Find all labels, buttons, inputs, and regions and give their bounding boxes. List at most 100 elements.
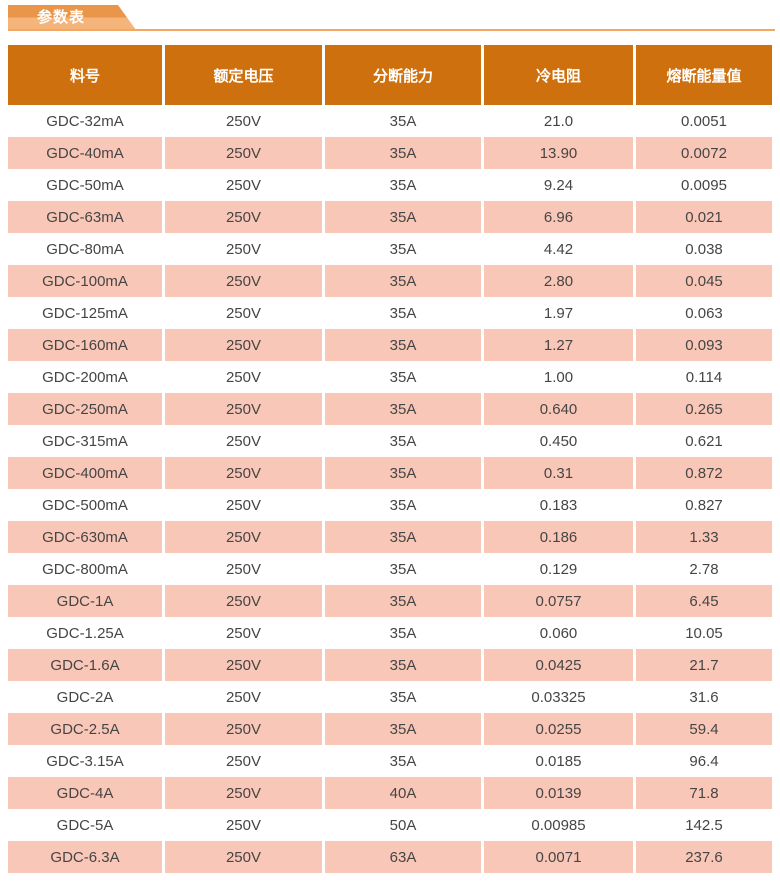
- table-cell: 35A: [325, 489, 481, 521]
- table-cell: 0.640: [484, 393, 633, 425]
- table-row: GDC-50mA 250V 35A 9.24 0.0095: [8, 169, 772, 201]
- table-cell: 0.0051: [636, 105, 772, 137]
- table-cell: 35A: [325, 265, 481, 297]
- table-cell: 0.0185: [484, 745, 633, 777]
- table-cell: GDC-630mA: [8, 521, 162, 553]
- table-row: GDC-630mA 250V 35A 0.186 1.33: [8, 521, 772, 553]
- table-cell: 35A: [325, 393, 481, 425]
- table-cell: GDC-32mA: [8, 105, 162, 137]
- table-cell: GDC-125mA: [8, 297, 162, 329]
- column-header: 冷电阻: [484, 45, 633, 105]
- table-cell: 35A: [325, 105, 481, 137]
- table-cell: GDC-63mA: [8, 201, 162, 233]
- table-cell: 63A: [325, 841, 481, 873]
- table-cell: GDC-1.6A: [8, 649, 162, 681]
- table-cell: 250V: [165, 585, 322, 617]
- table-cell: 250V: [165, 105, 322, 137]
- table-cell: 35A: [325, 649, 481, 681]
- table-cell: 250V: [165, 169, 322, 201]
- table-row: GDC-3.15A 250V 35A 0.0185 96.4: [8, 745, 772, 777]
- table-cell: 35A: [325, 745, 481, 777]
- table-cell: 250V: [165, 777, 322, 809]
- table-cell: GDC-100mA: [8, 265, 162, 297]
- table-row: GDC-63mA 250V 35A 6.96 0.021: [8, 201, 772, 233]
- table-cell: 0.0757: [484, 585, 633, 617]
- table-row: GDC-32mA 250V 35A 21.0 0.0051: [8, 105, 772, 137]
- table-row: GDC-80mA 250V 35A 4.42 0.038: [8, 233, 772, 265]
- section-tab-underline: [8, 29, 775, 31]
- table-cell: 35A: [325, 425, 481, 457]
- table-cell: 35A: [325, 681, 481, 713]
- table-cell: 10.05: [636, 617, 772, 649]
- table-cell: 0.114: [636, 361, 772, 393]
- table-cell: GDC-2A: [8, 681, 162, 713]
- table-cell: 35A: [325, 521, 481, 553]
- table-cell: 0.872: [636, 457, 772, 489]
- column-header: 分断能力: [325, 45, 481, 105]
- table-row: GDC-40mA 250V 35A 13.90 0.0072: [8, 137, 772, 169]
- table-body: GDC-32mA 250V 35A 21.0 0.0051 GDC-40mA 250V 35A…: [8, 105, 772, 873]
- table-row: GDC-400mA 250V 35A 0.31 0.872: [8, 457, 772, 489]
- table-cell: 250V: [165, 233, 322, 265]
- table-row: GDC-1.6A 250V 35A 0.0425 21.7: [8, 649, 772, 681]
- table-cell: 142.5: [636, 809, 772, 841]
- table-cell: 250V: [165, 553, 322, 585]
- table-cell: 35A: [325, 585, 481, 617]
- table-cell: 35A: [325, 169, 481, 201]
- table-cell: 21.0: [484, 105, 633, 137]
- table-cell: 0.060: [484, 617, 633, 649]
- table-cell: 0.045: [636, 265, 772, 297]
- table-cell: 0.00985: [484, 809, 633, 841]
- table-cell: 59.4: [636, 713, 772, 745]
- table-row: GDC-1.25A 250V 35A 0.060 10.05: [8, 617, 772, 649]
- section-tab-parameters: 参数表: [8, 5, 136, 30]
- table-cell: GDC-1.25A: [8, 617, 162, 649]
- table-cell: 250V: [165, 361, 322, 393]
- table-row: GDC-800mA 250V 35A 0.129 2.78: [8, 553, 772, 585]
- table-cell: GDC-250mA: [8, 393, 162, 425]
- table-cell: 96.4: [636, 745, 772, 777]
- table-cell: 250V: [165, 809, 322, 841]
- table-cell: 250V: [165, 457, 322, 489]
- table-cell: 35A: [325, 233, 481, 265]
- table-cell: 250V: [165, 393, 322, 425]
- column-header: 额定电压: [165, 45, 322, 105]
- table-cell: GDC-80mA: [8, 233, 162, 265]
- table-cell: 250V: [165, 649, 322, 681]
- table-cell: GDC-1A: [8, 585, 162, 617]
- table-cell: 50A: [325, 809, 481, 841]
- table-row: GDC-4A 250V 40A 0.0139 71.8: [8, 777, 772, 809]
- table-cell: 250V: [165, 137, 322, 169]
- table-cell: 0.093: [636, 329, 772, 361]
- table-cell: 0.0071: [484, 841, 633, 873]
- table-cell: 0.063: [636, 297, 772, 329]
- table-cell: 1.97: [484, 297, 633, 329]
- table-cell: 250V: [165, 329, 322, 361]
- table-cell: 6.45: [636, 585, 772, 617]
- table-cell: 250V: [165, 425, 322, 457]
- table-cell: GDC-40mA: [8, 137, 162, 169]
- table-cell: GDC-50mA: [8, 169, 162, 201]
- table-cell: 13.90: [484, 137, 633, 169]
- table-row: GDC-250mA 250V 35A 0.640 0.265: [8, 393, 772, 425]
- table-cell: 250V: [165, 265, 322, 297]
- column-header: 料号: [8, 45, 162, 105]
- table-cell: GDC-500mA: [8, 489, 162, 521]
- table-cell: 6.96: [484, 201, 633, 233]
- table-cell: 35A: [325, 329, 481, 361]
- table-cell: 0.0139: [484, 777, 633, 809]
- table-cell: 35A: [325, 361, 481, 393]
- table-row: GDC-160mA 250V 35A 1.27 0.093: [8, 329, 772, 361]
- table-cell: 0.129: [484, 553, 633, 585]
- table-cell: 21.7: [636, 649, 772, 681]
- table-cell: GDC-4A: [8, 777, 162, 809]
- table-cell: GDC-6.3A: [8, 841, 162, 873]
- table-cell: 250V: [165, 745, 322, 777]
- table-cell: 0.183: [484, 489, 633, 521]
- header-row: 料号 额定电压 分断能力 冷电阻 熔断能量值: [8, 45, 772, 105]
- table-cell: 250V: [165, 617, 322, 649]
- table-cell: 1.33: [636, 521, 772, 553]
- table-cell: 0.038: [636, 233, 772, 265]
- table-cell: 35A: [325, 137, 481, 169]
